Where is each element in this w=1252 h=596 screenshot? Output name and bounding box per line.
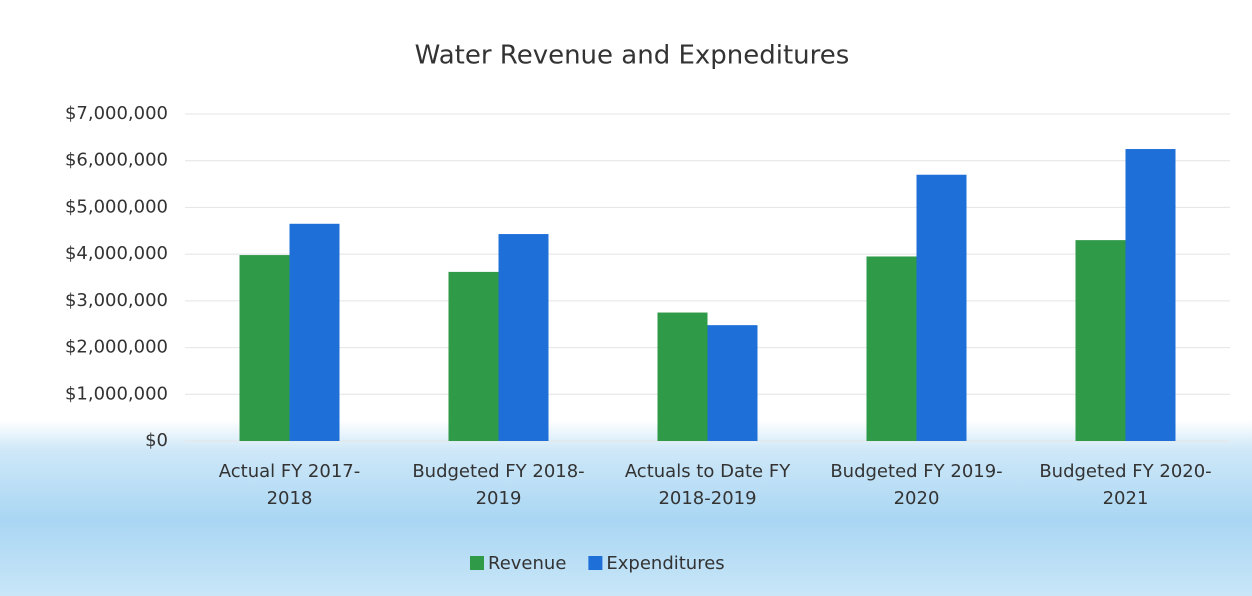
bar: [1125, 149, 1176, 442]
y-tick-label: $7,000,000: [65, 103, 168, 124]
y-tick-label: $6,000,000: [65, 150, 168, 171]
bar: [707, 325, 758, 441]
bar: [498, 234, 549, 441]
legend-label: Expenditures: [606, 553, 724, 574]
bar: [289, 223, 340, 441]
bar: [448, 271, 499, 441]
y-tick-label: $2,000,000: [65, 337, 168, 358]
y-tick-label: $3,000,000: [65, 290, 168, 311]
legend-swatch: [470, 556, 484, 570]
bar: [916, 174, 967, 441]
bar: [1075, 240, 1126, 441]
chart-title: Water Revenue and Expneditures: [415, 41, 850, 71]
legend-label: Revenue: [488, 553, 566, 574]
bar: [657, 312, 708, 441]
y-tick-label: $1,000,000: [65, 383, 168, 404]
x-tick-label: Budgeted FY 2020-2021: [1039, 461, 1212, 509]
x-tick-label: Actual FY 2017-2018: [218, 461, 361, 509]
bar: [239, 255, 290, 441]
x-tick-label: Budgeted FY 2018-2019: [412, 461, 585, 509]
legend-swatch: [588, 556, 603, 570]
y-tick-label: $4,000,000: [65, 243, 168, 264]
y-tick-label: $5,000,000: [65, 196, 168, 217]
x-tick-label: Actuals to Date FY 2018-2019: [624, 461, 791, 509]
x-tick-label: Budgeted FY 2019-2020: [830, 461, 1003, 509]
y-tick-label: $0: [145, 430, 168, 451]
bar: [866, 256, 917, 441]
